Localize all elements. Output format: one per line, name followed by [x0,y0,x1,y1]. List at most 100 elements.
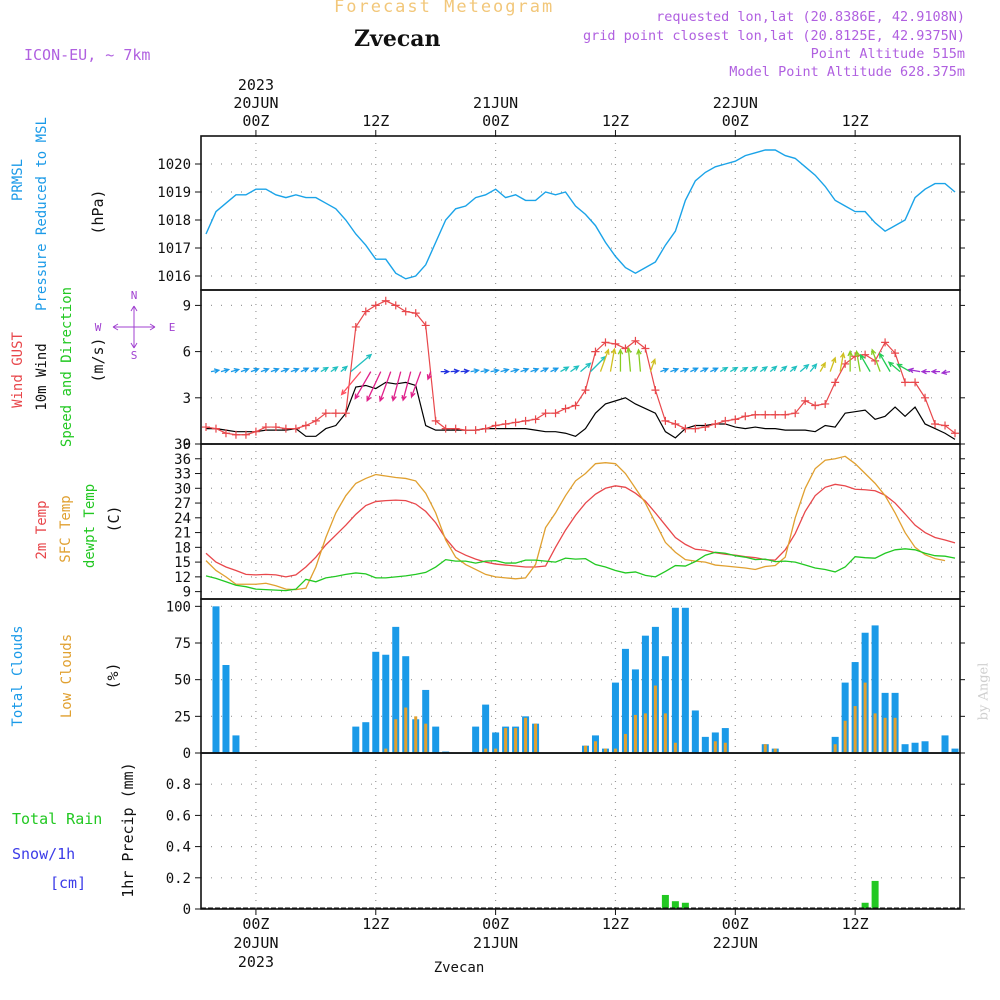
wind-direction-arrow [759,366,769,373]
top-time-label: 2023 [238,76,274,94]
gust-marker [791,409,800,418]
wind-direction-arrow [626,346,632,372]
y-tick-label: 21 [174,526,191,542]
gust-marker [561,404,570,413]
requested-coords: requested lon,lat (20.8386E, 42.9108N) [656,9,965,25]
gust-marker [861,350,870,359]
total-cloud-bar [841,682,849,753]
temp-sfc-label: SFC Temp [58,495,74,562]
y-tick-label: 0.6 [166,808,191,824]
wind-direction-arrow [350,353,373,373]
wind-direction-arrow [660,367,670,373]
wind-direction-arrow [809,363,818,373]
gust-marker [361,307,370,316]
y-tick-label: 0 [183,902,191,918]
total-cloud-bar [911,742,919,753]
low-cloud-bar [643,713,647,753]
total-cloud-bar [641,635,649,753]
gust-marker [751,410,760,419]
gust-marker [411,309,420,318]
wind-direction-arrow [769,365,778,373]
y-tick-label: 12 [174,570,191,586]
low-cloud-bar [484,748,488,753]
gust-marker [251,427,260,436]
top-time-label: 12Z [842,112,869,130]
top-time-label: 12Z [602,112,629,130]
wind-direction-arrow [260,367,270,373]
model-altitude: Model Point Altitude 628.375m [729,64,965,80]
total-cloud-bar [671,607,679,753]
precip-bar [681,902,689,909]
wind-direction-arrow [280,367,290,373]
y-tick-label: 27 [174,496,191,512]
precip-bar [861,902,869,909]
low-cloud-bar [633,714,637,753]
gust-marker [241,430,250,439]
gust-marker [331,409,340,418]
total-cloud-bar [482,704,490,753]
wind-direction-arrow [270,367,280,373]
wind-direction-arrow [230,367,241,374]
y-tick-label: 39 [174,437,191,453]
wind-direction-arrow [550,367,560,373]
wind-direction-arrow [300,367,310,373]
wind-direction-arrow [789,365,798,373]
y-tick-label: 15 [174,555,191,571]
total-cloud-bar [901,744,909,753]
total-cloud-bar [631,669,639,753]
compass-south: S [131,349,138,362]
low-cloud-bar [534,723,538,753]
total-cloud-bar [492,732,500,753]
bottom-time-label: 20JUN [233,934,278,952]
gust-marker [261,423,270,432]
wind-direction-arrow [426,371,432,381]
wind-direction-arrow [340,365,349,373]
gust-marker [631,336,640,345]
low-cloud-bar [404,707,408,753]
gust-marker [511,418,520,427]
low-cloud-bar [394,719,398,753]
low-cloud-bar [883,717,887,753]
bottom-time-label: 2023 [238,953,274,971]
y-tick-label: 36 [174,452,191,468]
wind-direction-arrow [599,348,610,372]
gust-marker [461,426,470,435]
low-cloud-bar [663,713,667,753]
y-tick-label: 50 [174,673,191,689]
y-tick-label: 1020 [157,157,191,173]
wind-direction-arrow [829,356,837,372]
gust-marker [681,424,690,433]
gust-marker [501,419,510,428]
total-cloud-bar [921,741,929,753]
wind-direction-arrow [700,367,709,373]
gust-marker [901,378,910,387]
y-tick-label: 100 [166,599,191,615]
wind-direction-arrow [739,366,749,373]
total-clouds-label: Total Clouds [10,625,26,726]
top-time-label: 21JUN [473,94,518,112]
low-cloud-bar [384,748,388,753]
point-altitude: Point Altitude 515m [810,46,965,62]
gust-marker [471,426,480,435]
wind-direction-arrow [570,365,580,373]
total-cloud-bar [681,607,689,753]
wind-direction-arrow [520,367,530,373]
y-tick-label: 33 [174,467,191,483]
wind-gust-line [205,300,956,436]
total-cloud-bar [951,748,959,753]
total-cloud-bar [422,689,430,753]
wind-direction-arrow [670,367,680,373]
low-cloud-bar [843,720,847,753]
y-tick-label: 1017 [157,241,191,257]
wind-direction-arrow [907,367,921,374]
low-clouds-label: Low Clouds [59,634,75,718]
bottom-time-label: 12Z [842,915,869,933]
precip-unit: 1hr Precip (mm) [119,762,137,897]
wind-direction-arrow [480,368,490,374]
wind-direction-arrow [460,368,471,375]
gust-marker [741,412,750,421]
wind-direction-arrow [847,349,853,372]
wind-direction-arrow [580,362,592,373]
bottom-time-label: 12Z [362,915,389,933]
